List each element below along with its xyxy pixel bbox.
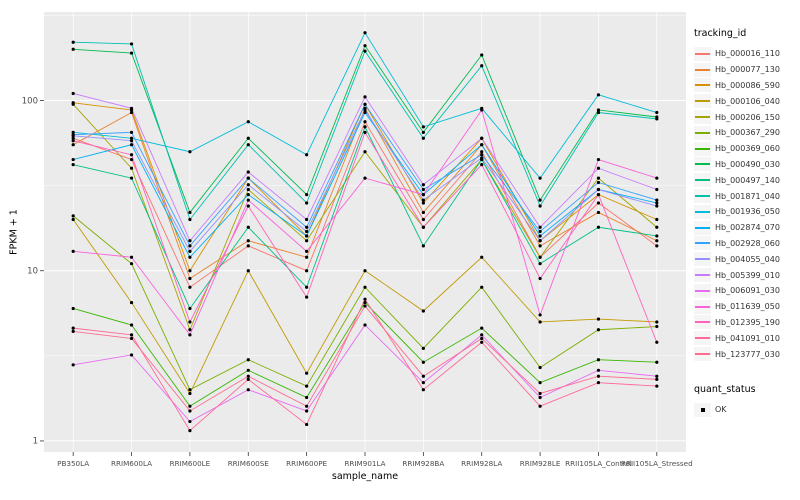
legend-item-label: Hb_004055_040 bbox=[715, 254, 780, 264]
data-points bbox=[71, 31, 659, 433]
legend-item-label: Hb_123777_030 bbox=[715, 349, 780, 359]
legend-key-line-icon bbox=[694, 236, 711, 251]
x-tick-label: RRIM901LA bbox=[344, 459, 385, 468]
legend-item: Hb_000369_060 bbox=[694, 141, 798, 157]
y-tick-label: 10 bbox=[27, 267, 38, 277]
legend-item-label: Hb_001936_050 bbox=[715, 207, 780, 217]
legend-item-label: Hb_000077_130 bbox=[715, 65, 780, 75]
x-tick-label: RRII105LA_Control bbox=[565, 459, 632, 468]
axis-ticks-and-labels: 1 10 100 PB350LA RRIM600LA RRIM600LE RRIM600SE… bbox=[22, 96, 693, 468]
legend-item: Hb_005399_010 bbox=[694, 267, 798, 283]
legend-item-label: Hb_000497_140 bbox=[715, 175, 780, 185]
ok-point-icon bbox=[694, 402, 711, 417]
legend-key-line-icon bbox=[694, 125, 711, 140]
legend-item-label: Hb_001871_040 bbox=[715, 191, 780, 201]
legend-item-label: Hb_041091_010 bbox=[715, 333, 780, 343]
legend-item-label: Hb_000016_110 bbox=[715, 49, 780, 59]
x-tick-label: RRIM928LA bbox=[461, 459, 502, 468]
legend-item-label: Hb_005399_010 bbox=[715, 270, 780, 280]
legend-key-line-icon bbox=[694, 46, 711, 61]
legend-item-ok: OK bbox=[694, 402, 798, 418]
legend-item: Hb_000490_030 bbox=[694, 157, 798, 173]
legend-key-line-icon bbox=[694, 94, 711, 109]
legend-item-label: Hb_011639_050 bbox=[715, 302, 780, 312]
legend-key-line-icon bbox=[694, 141, 711, 156]
legend-item: Hb_000106_040 bbox=[694, 93, 798, 109]
legend-key-line-icon bbox=[694, 157, 711, 172]
legend-key-line-icon bbox=[694, 110, 711, 125]
legend-key-line-icon bbox=[694, 283, 711, 298]
legend-key-line-icon bbox=[694, 62, 711, 77]
x-axis-title: sample_name bbox=[331, 471, 399, 482]
legend-item: Hb_000497_140 bbox=[694, 172, 798, 188]
legend-item: Hb_006091_030 bbox=[694, 283, 798, 299]
legend-key-line-icon bbox=[694, 78, 711, 93]
legend-key-line-icon bbox=[694, 315, 711, 330]
legend-item: Hb_002874_070 bbox=[694, 220, 798, 236]
y-tick-label: 100 bbox=[22, 96, 38, 106]
legend-item: Hb_002928_060 bbox=[694, 236, 798, 252]
y-tick-label: 1 bbox=[33, 437, 38, 447]
legend-item-label: Hb_000367_290 bbox=[715, 128, 780, 138]
x-tick-label: PB350LA bbox=[57, 459, 89, 468]
legend-item: Hb_001936_050 bbox=[694, 204, 798, 220]
legend-item: Hb_123777_030 bbox=[694, 346, 798, 362]
legend-item-label: Hb_000206_150 bbox=[715, 112, 780, 122]
x-tick-label: RRIM600SE bbox=[228, 459, 270, 468]
legend-item-label: Hb_012395_190 bbox=[715, 317, 780, 327]
legend-item: Hb_000086_590 bbox=[694, 78, 798, 94]
legend-item-label: Hb_000490_030 bbox=[715, 159, 780, 169]
legend-items: Hb_000016_110 Hb_000077_130 Hb_000086_590 H… bbox=[694, 46, 798, 362]
legend-title-quant-status: quant_status bbox=[694, 383, 756, 395]
legend-key-line-icon bbox=[694, 173, 711, 188]
legend-key-line-icon bbox=[694, 252, 711, 267]
x-tick-label: RRIM928BA bbox=[402, 459, 444, 468]
x-tick-label: RRIM600LE bbox=[170, 459, 211, 468]
legend-item: Hb_001871_040 bbox=[694, 188, 798, 204]
x-tick-label: RRIM600LA bbox=[111, 459, 152, 468]
y-axis-title: FPKM + 1 bbox=[8, 209, 20, 255]
legend-item-label: Hb_002928_060 bbox=[715, 238, 780, 248]
legend-key-line-icon bbox=[694, 268, 711, 283]
legend-key-line-icon bbox=[694, 331, 711, 346]
legend-item: Hb_000016_110 bbox=[694, 46, 798, 62]
legend-item-label: Hb_002874_070 bbox=[715, 223, 780, 233]
legend-item: Hb_012395_190 bbox=[694, 315, 798, 331]
x-tick-label: RRIM928LE bbox=[520, 459, 561, 468]
legend-item: Hb_041091_010 bbox=[694, 330, 798, 346]
legend-key-line-icon bbox=[694, 299, 711, 314]
legend: tracking_id Hb_000016_110 Hb_000077_130 Hb… bbox=[694, 28, 798, 418]
legend-item-label: Hb_006091_030 bbox=[715, 286, 780, 296]
legend-key-line-icon bbox=[694, 347, 711, 362]
x-tick-label: RRII105LA_Stressed bbox=[621, 459, 693, 468]
legend-item-label: OK bbox=[715, 405, 727, 415]
legend-item: Hb_011639_050 bbox=[694, 299, 798, 315]
legend-item: Hb_000367_290 bbox=[694, 125, 798, 141]
legend-key-line-icon bbox=[694, 204, 711, 219]
legend-key-line-icon bbox=[694, 220, 711, 235]
legend-item: Hb_000077_130 bbox=[694, 62, 798, 78]
legend-item: Hb_000206_150 bbox=[694, 109, 798, 125]
legend-item-label: Hb_000086_590 bbox=[715, 80, 780, 90]
legend-key-line-icon bbox=[694, 189, 711, 204]
legend-item-label: Hb_000369_060 bbox=[715, 144, 780, 154]
legend-item: Hb_004055_040 bbox=[694, 251, 798, 267]
legend-title-tracking-id: tracking_id bbox=[694, 28, 747, 39]
x-tick-label: RRIM600PE bbox=[286, 459, 327, 468]
legend-item-label: Hb_000106_040 bbox=[715, 96, 780, 106]
